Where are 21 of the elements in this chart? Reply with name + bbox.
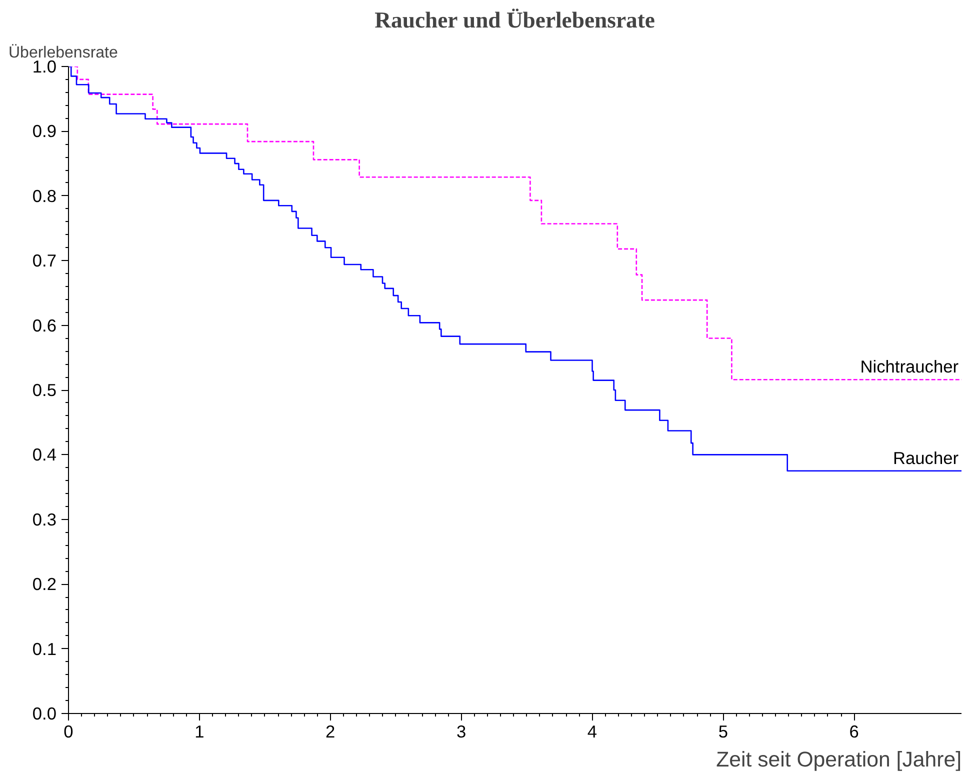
x-tick-label: 1 bbox=[194, 722, 204, 742]
y-tick-label: 0.6 bbox=[32, 315, 57, 336]
y-tick-label: 0.3 bbox=[32, 509, 57, 530]
y-tick-label: 0.7 bbox=[32, 250, 57, 271]
y-tick-label: 0.2 bbox=[32, 574, 57, 594]
series-label: Nichtraucher bbox=[860, 356, 959, 377]
y-tick-label: 0.4 bbox=[32, 444, 57, 465]
x-tick-label: 2 bbox=[326, 722, 336, 742]
y-tick-label: 0.8 bbox=[32, 186, 57, 206]
x-tick-label: 0 bbox=[64, 722, 74, 742]
x-tick-label: 6 bbox=[849, 722, 859, 742]
x-tick-label: 3 bbox=[456, 722, 466, 742]
chart-title: Raucher und Überlebensrate bbox=[374, 8, 655, 32]
y-tick-label: 0.5 bbox=[32, 380, 57, 400]
x-axis-title: Zeit seit Operation [Jahre] bbox=[716, 748, 962, 772]
series-label: Raucher bbox=[893, 448, 959, 468]
x-tick-label: 4 bbox=[587, 722, 598, 742]
y-tick-label: 0.1 bbox=[32, 638, 57, 659]
y-tick-label: 0.0 bbox=[32, 704, 57, 724]
x-tick-label: 5 bbox=[718, 722, 728, 742]
y-tick-label: 0.9 bbox=[32, 121, 57, 142]
